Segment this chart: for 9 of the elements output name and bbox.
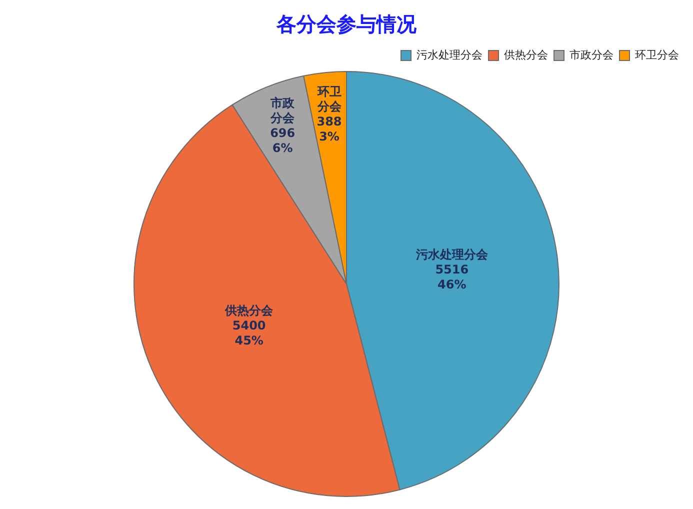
data-label: 污水处理分会 5516 46% bbox=[414, 248, 489, 292]
data-label: 市政分会 696 6% bbox=[270, 96, 296, 156]
data-label: 环卫分会 388 3% bbox=[316, 84, 342, 144]
chart-title: 各分会参与情况 bbox=[276, 12, 418, 36]
legend-label: 污水处理分会 bbox=[416, 48, 482, 62]
legend-label: 供热分会 bbox=[504, 48, 548, 62]
data-label: 供热分会 5400 45% bbox=[224, 304, 274, 348]
legend-label: 市政分会 bbox=[570, 48, 614, 62]
legend-label: 环卫分会 bbox=[635, 48, 679, 62]
